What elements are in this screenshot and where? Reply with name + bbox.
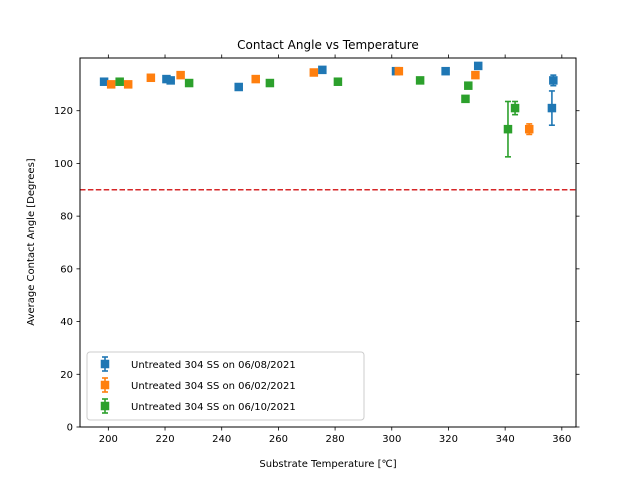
y-axis-title: Average Contact Angle [Degrees] bbox=[26, 158, 37, 325]
data-point bbox=[547, 103, 557, 113]
y-tick-label: 60 bbox=[60, 264, 73, 275]
data-point bbox=[251, 74, 260, 84]
x-tick-label: 340 bbox=[496, 434, 515, 445]
data-point bbox=[524, 124, 534, 134]
data-point bbox=[146, 73, 156, 83]
data-point bbox=[549, 76, 558, 85]
data-point bbox=[234, 82, 243, 92]
data-point bbox=[309, 68, 319, 77]
x-tick-label: 220 bbox=[155, 434, 174, 445]
data-point bbox=[106, 80, 116, 89]
data-point bbox=[461, 94, 470, 104]
x-tick-label: 300 bbox=[382, 434, 401, 445]
legend-label: Untreated 304 SS on 06/02/2021 bbox=[131, 381, 296, 392]
data-point bbox=[415, 76, 425, 85]
chart-title: Contact Angle vs Temperature bbox=[237, 38, 419, 52]
legend-marker bbox=[100, 401, 110, 411]
legend-box bbox=[86, 351, 365, 421]
x-axis: 200 220 240 260 280 300 320 340 360 bbox=[99, 54, 571, 445]
series-3 bbox=[115, 76, 520, 158]
data-point bbox=[265, 78, 275, 88]
data-point bbox=[184, 78, 194, 88]
y-tick-label: 0 bbox=[67, 423, 73, 434]
legend-marker bbox=[100, 380, 110, 390]
legend-marker bbox=[100, 359, 110, 369]
data-point bbox=[471, 70, 480, 80]
data-point bbox=[318, 65, 327, 75]
x-tick-label: 360 bbox=[552, 434, 571, 445]
x-tick-label: 260 bbox=[269, 434, 288, 445]
y-tick-label: 20 bbox=[60, 370, 73, 381]
data-point bbox=[473, 61, 483, 71]
x-tick-label: 240 bbox=[212, 434, 231, 445]
y-tick-label: 80 bbox=[60, 212, 73, 223]
data-point bbox=[123, 80, 133, 89]
series-2 bbox=[106, 66, 534, 136]
legend: Untreated 304 SS on 06/08/2021 Untreated … bbox=[86, 351, 365, 421]
legend-entry-3: Untreated 304 SS on 06/10/2021 bbox=[100, 398, 296, 414]
x-tick-label: 200 bbox=[99, 434, 118, 445]
data-point bbox=[503, 124, 513, 134]
data-point bbox=[510, 103, 520, 113]
y-tick-label: 100 bbox=[54, 159, 73, 170]
data-point bbox=[166, 76, 175, 85]
legend-label: Untreated 304 SS on 06/10/2021 bbox=[131, 402, 296, 413]
legend-label: Untreated 304 SS on 06/08/2021 bbox=[131, 360, 296, 371]
x-tick-label: 320 bbox=[439, 434, 458, 445]
data-point bbox=[441, 66, 450, 76]
y-tick-label: 120 bbox=[54, 106, 73, 117]
data-point bbox=[464, 81, 473, 90]
data-point bbox=[333, 77, 343, 86]
data-points-layer bbox=[99, 61, 558, 158]
data-point bbox=[394, 66, 404, 76]
data-point bbox=[115, 77, 124, 86]
y-axis: 0 20 40 60 80 100 120 bbox=[54, 106, 580, 434]
x-axis-title: Substrate Temperature [℃] bbox=[259, 459, 396, 470]
y-tick-label: 40 bbox=[60, 317, 73, 328]
legend-entry-2: Untreated 304 SS on 06/02/2021 bbox=[100, 377, 296, 393]
data-point bbox=[99, 77, 109, 86]
legend-entry-1: Untreated 304 SS on 06/08/2021 bbox=[100, 356, 296, 372]
data-point bbox=[176, 70, 185, 80]
plot-frame bbox=[79, 57, 577, 428]
x-tick-label: 280 bbox=[326, 434, 345, 445]
data-point bbox=[162, 74, 171, 84]
